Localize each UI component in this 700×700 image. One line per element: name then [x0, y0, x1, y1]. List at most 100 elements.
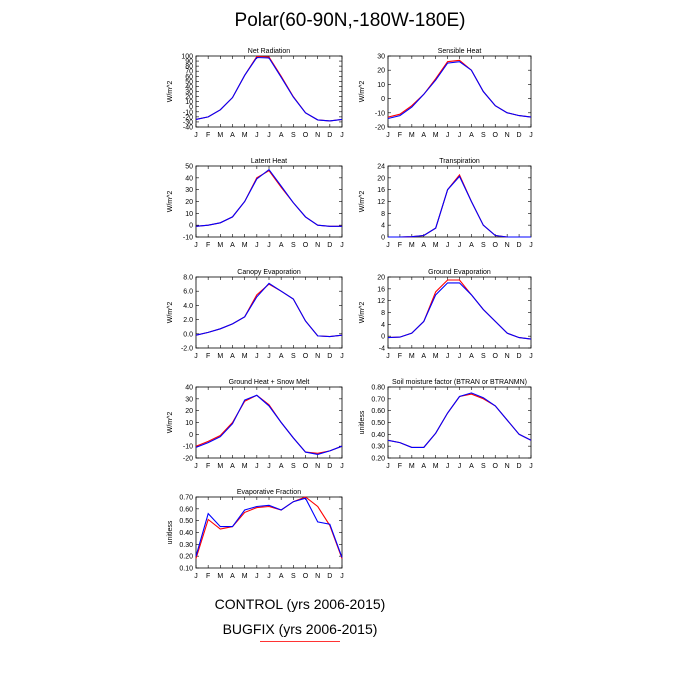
x-tick-label: O	[303, 463, 309, 470]
y-tick-label: 50	[185, 164, 193, 171]
y-tick-label: -20	[375, 125, 385, 132]
series-line-control	[195, 394, 343, 454]
x-tick-label: M	[242, 242, 248, 249]
x-tick-label: D	[327, 463, 332, 470]
x-tick-label: J	[194, 353, 198, 360]
series-line-bugfix	[195, 394, 343, 455]
y-axis-label: unitless	[167, 520, 174, 544]
y-tick-label: 8	[381, 211, 385, 218]
series-line-control	[195, 496, 343, 559]
x-tick-label: J	[446, 132, 450, 139]
y-tick-label: 80	[185, 64, 193, 71]
panel-title: Evaporative Fraction	[237, 489, 301, 496]
panel-8: Soil moisture factor (BTRAN or BTRANMN) J…	[359, 379, 533, 470]
x-tick-label: J	[529, 242, 533, 249]
y-tick-label: 16	[377, 286, 385, 293]
y-tick-label: 40	[185, 385, 193, 392]
y-tick-label: -10	[375, 110, 385, 117]
y-tick-label: -30	[183, 119, 193, 126]
x-tick-label: F	[398, 132, 402, 139]
y-tick-label: 0	[381, 334, 385, 341]
panel-title: Ground Heat + Snow Melt	[229, 379, 310, 386]
x-tick-label: A	[230, 132, 235, 139]
y-tick-label: 0.70	[371, 396, 385, 403]
y-tick-label: 0.50	[371, 420, 385, 427]
x-tick-label: J	[194, 242, 198, 249]
x-tick-label: N	[315, 132, 320, 139]
plot-frame	[387, 276, 532, 349]
x-tick-label: N	[505, 463, 510, 470]
x-tick-label: O	[303, 132, 309, 139]
y-tick-label: 20	[377, 68, 385, 75]
x-tick-label: J	[458, 463, 462, 470]
legend-control-label: CONTROL (yrs 2006-2015)	[214, 596, 386, 612]
y-tick-label: 40	[185, 84, 193, 91]
y-tick-label: 8	[381, 310, 385, 317]
y-tick-label: 0.60	[371, 408, 385, 415]
x-tick-label: A	[230, 573, 235, 580]
x-tick-label: A	[279, 353, 284, 360]
x-tick-label: D	[517, 132, 522, 139]
x-tick-label: M	[217, 573, 223, 580]
y-tick-label: 0.80	[371, 385, 385, 392]
legend-bugfix-label: BUGFIX (yrs 2006-2015)	[222, 621, 378, 637]
x-tick-label: F	[206, 353, 210, 360]
x-tick-label: S	[481, 353, 486, 360]
plot-frame	[195, 276, 343, 349]
y-tick-label: 20	[377, 175, 385, 182]
series-line-bugfix	[195, 497, 343, 558]
y-tick-label: 0.60	[179, 506, 193, 513]
x-tick-label: O	[493, 132, 499, 139]
y-tick-label: 0	[381, 235, 385, 242]
x-tick-label: J	[267, 463, 271, 470]
x-tick-label: J	[340, 463, 344, 470]
y-tick-label: -2.0	[181, 346, 193, 353]
x-tick-label: J	[446, 242, 450, 249]
x-tick-label: J	[386, 132, 390, 139]
x-tick-label: J	[255, 132, 259, 139]
x-tick-label: J	[255, 573, 259, 580]
x-tick-label: A	[421, 132, 426, 139]
x-tick-label: D	[517, 353, 522, 360]
x-tick-label: J	[255, 463, 259, 470]
y-tick-label: 30	[185, 396, 193, 403]
series-line-bugfix	[195, 282, 343, 338]
y-tick-label: 10	[185, 99, 193, 106]
x-tick-label: M	[217, 463, 223, 470]
x-tick-label: N	[315, 463, 320, 470]
x-tick-label: D	[327, 132, 332, 139]
x-tick-label: A	[230, 463, 235, 470]
x-tick-label: M	[433, 242, 439, 249]
y-tick-label: -10	[183, 444, 193, 451]
x-tick-label: D	[517, 242, 522, 249]
y-tick-label: 0.20	[371, 456, 385, 463]
x-tick-label: J	[458, 353, 462, 360]
y-tick-label: 0.40	[371, 432, 385, 439]
series-line-bugfix	[387, 282, 532, 340]
y-tick-label: 30	[185, 89, 193, 96]
y-tick-label: 24	[377, 164, 385, 171]
x-tick-label: J	[340, 242, 344, 249]
x-tick-label: O	[493, 242, 499, 249]
x-tick-label: A	[469, 242, 474, 249]
x-tick-label: M	[217, 132, 223, 139]
y-tick-label: 30	[185, 187, 193, 194]
x-tick-label: J	[340, 353, 344, 360]
y-tick-label: 0	[189, 432, 193, 439]
y-axis-label: W/m^2	[359, 302, 366, 324]
x-tick-label: F	[206, 573, 210, 580]
series-line-control	[195, 169, 342, 227]
figure-title: Polar(60-90N,-180W-180E)	[234, 10, 466, 31]
x-tick-label: J	[529, 132, 533, 139]
x-tick-label: A	[279, 573, 284, 580]
x-tick-label: S	[291, 463, 296, 470]
x-tick-label: M	[433, 463, 439, 470]
y-tick-label: 0.0	[183, 331, 193, 338]
x-tick-label: J	[458, 242, 462, 249]
